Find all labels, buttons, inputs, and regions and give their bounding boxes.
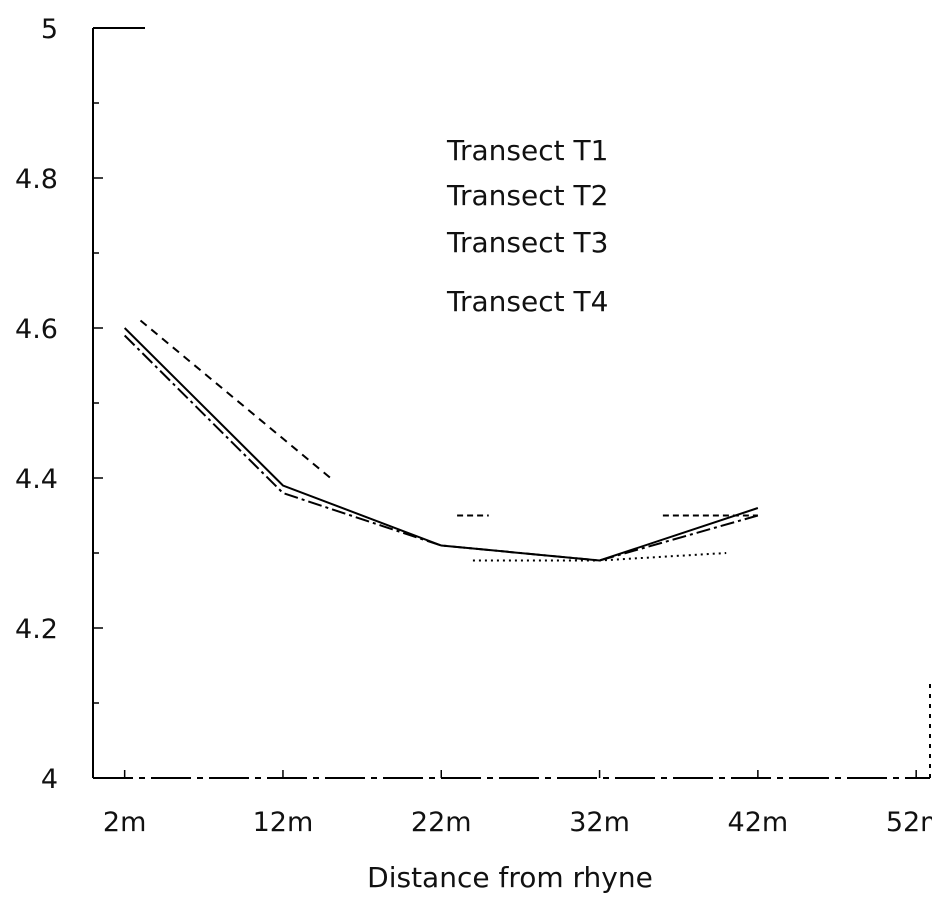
y-tick-label: 4 xyxy=(41,764,58,795)
x-tick-label: 12m xyxy=(253,807,314,838)
legend-entry-label: Transect T2 xyxy=(446,179,608,212)
series-line xyxy=(123,334,759,562)
x-tick-label: 2m xyxy=(103,807,146,838)
y-tick-label: 4.2 xyxy=(15,614,58,645)
x-tick-label: 52m xyxy=(886,807,932,838)
legend: Transect T1 Transect T2 Transect T3 Transec… xyxy=(446,134,608,318)
y-tick-label: 4.6 xyxy=(15,314,58,345)
y-tick-label: 4.8 xyxy=(15,164,58,195)
x-tick-label: 32m xyxy=(569,807,630,838)
x-tick-label: 42m xyxy=(728,807,789,838)
legend-entry-label: Transect T4 xyxy=(446,285,608,318)
y-tick-label: 4.4 xyxy=(15,464,58,495)
legend-entry-label: Transect T3 xyxy=(446,226,608,259)
y-tick-label: 5 xyxy=(41,14,58,45)
x-tick-label: 22m xyxy=(411,807,472,838)
series-line xyxy=(123,327,759,562)
x-axis-ticks: 2m 12m 22m 32m 42m 52m xyxy=(103,770,932,838)
y-axis-ticks: 4 4.2 4.4 4.6 4.8 5 xyxy=(15,14,103,795)
legend-entry-label: Transect T1 xyxy=(446,134,608,167)
x-axis-title: Distance from rhyne xyxy=(367,861,653,894)
series-line xyxy=(472,552,727,562)
series-line xyxy=(139,319,332,479)
series-lines xyxy=(123,319,759,562)
